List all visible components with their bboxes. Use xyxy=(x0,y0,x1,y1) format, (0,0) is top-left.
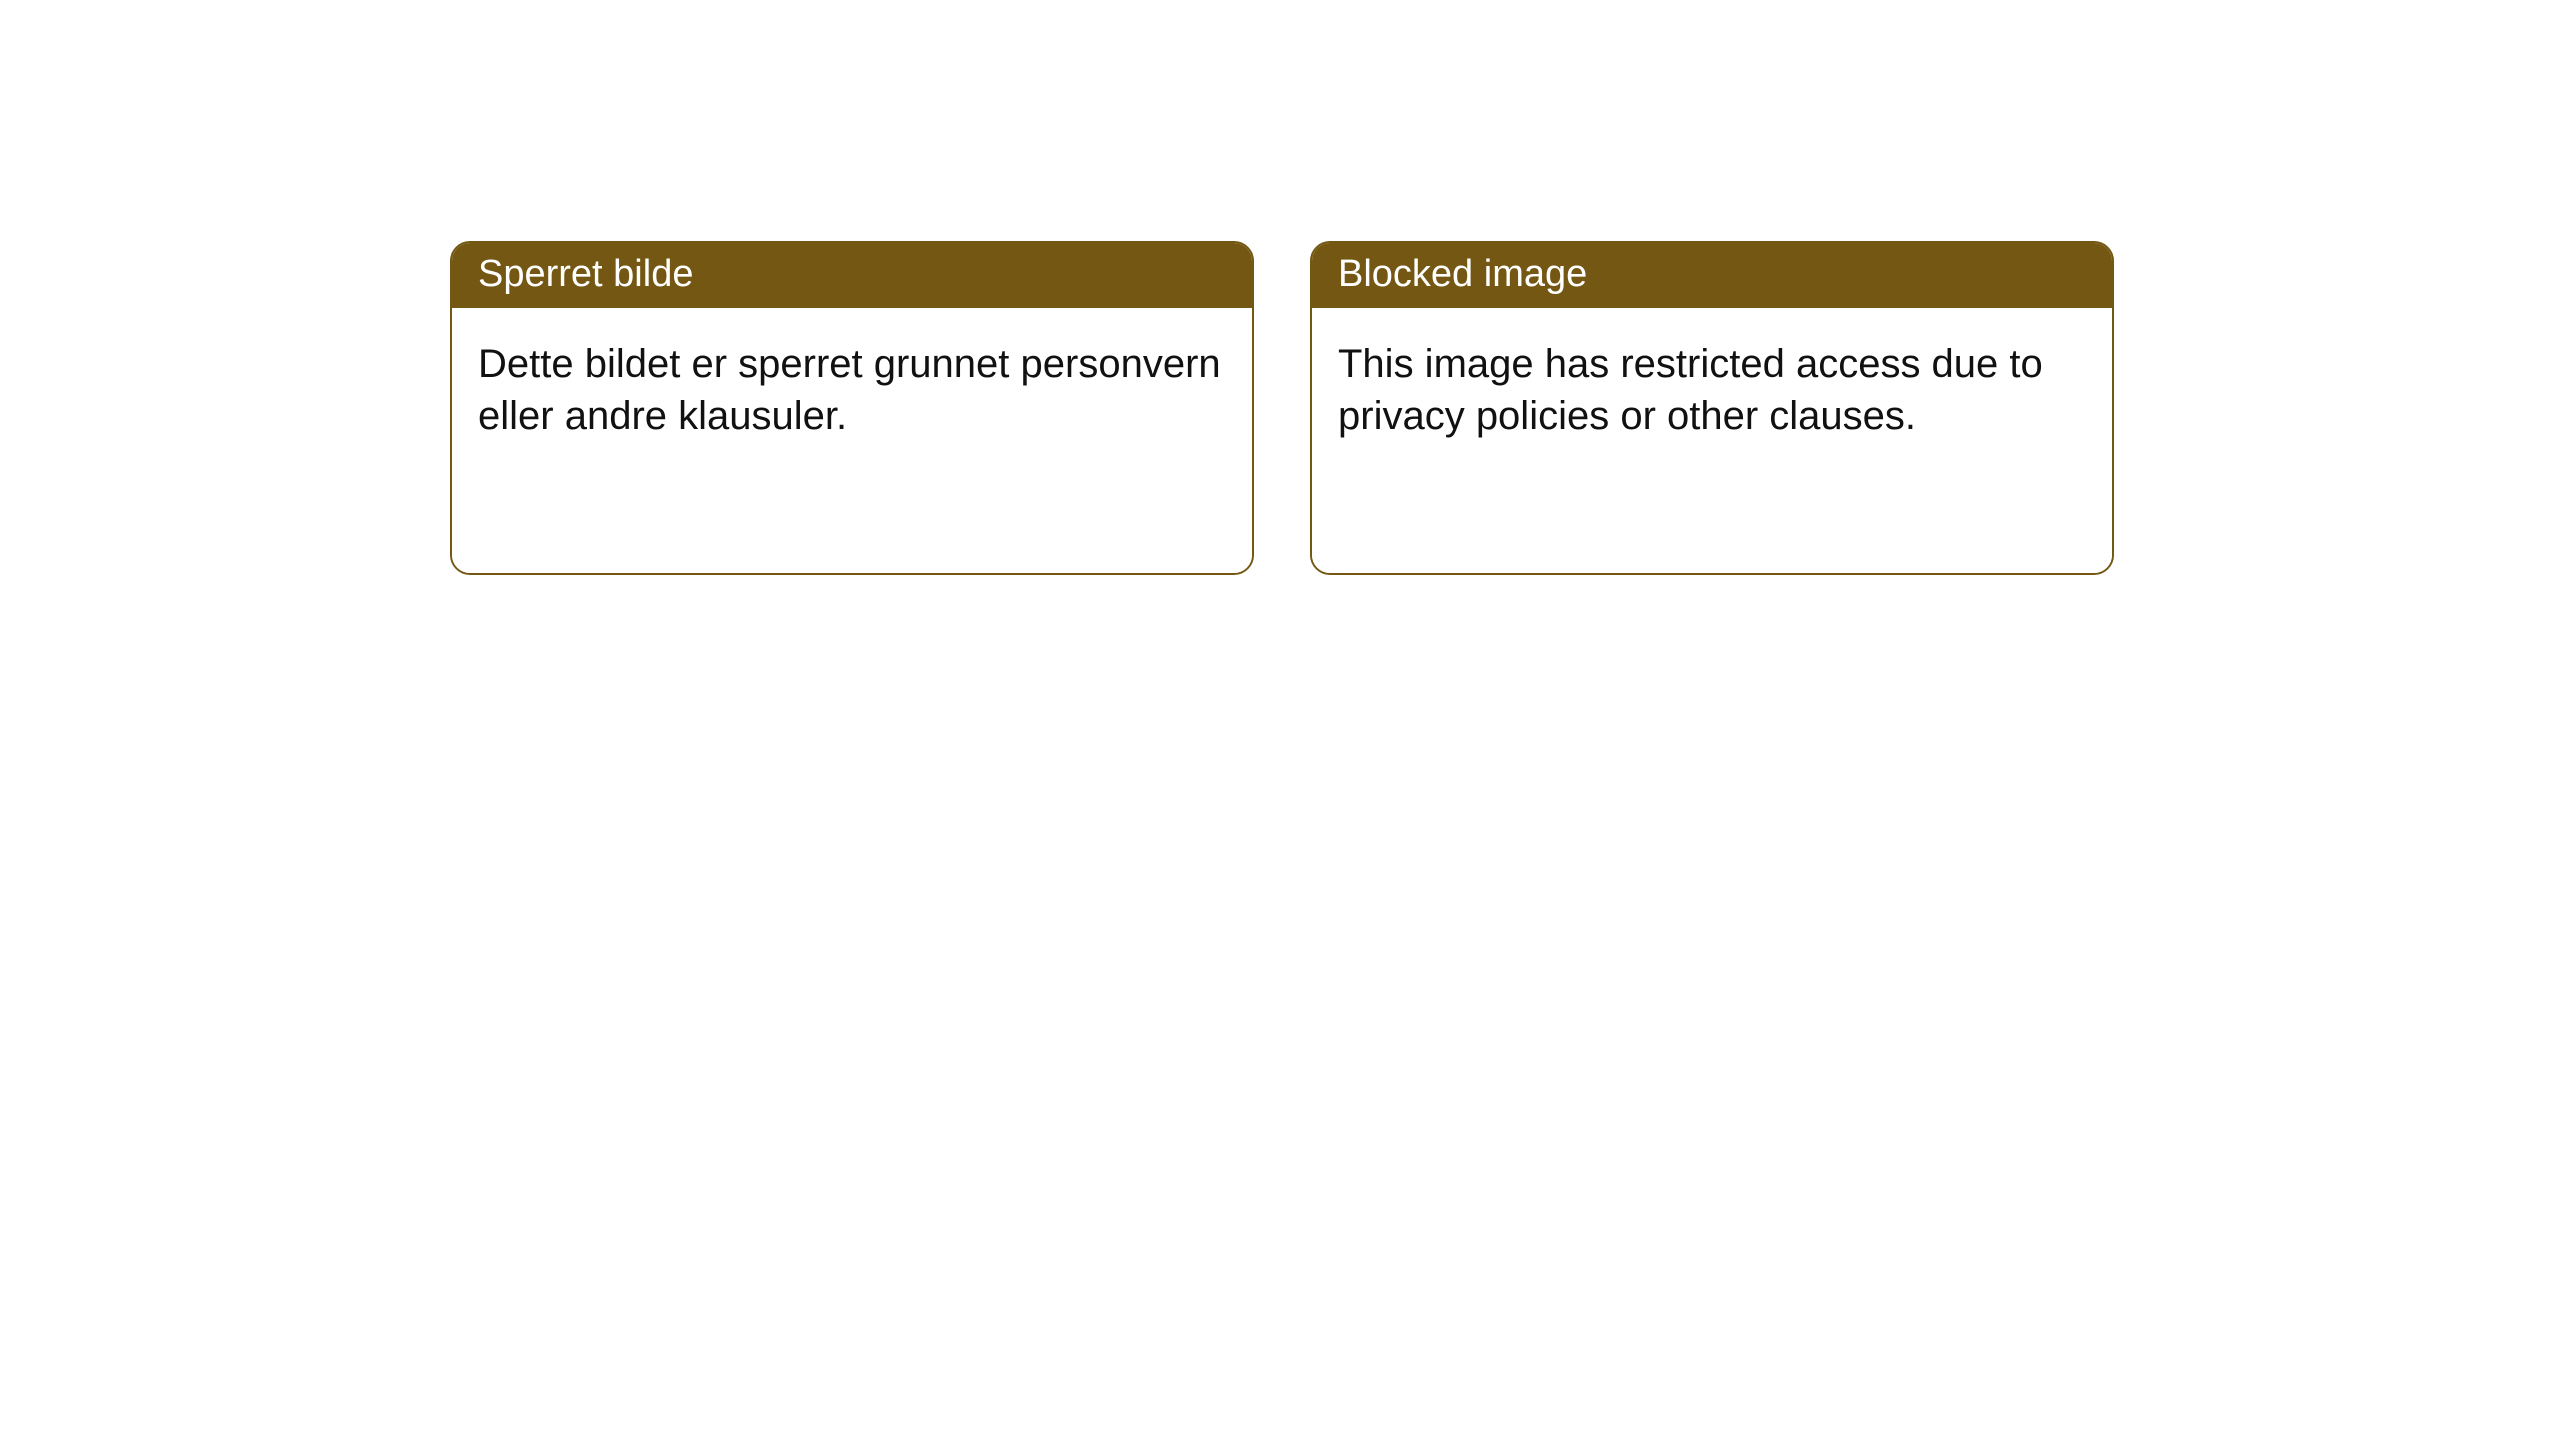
notice-card-body: This image has restricted access due to … xyxy=(1312,308,2112,573)
notice-cards-row: Sperret bilde Dette bildet er sperret gr… xyxy=(450,241,2560,575)
notice-card-en: Blocked image This image has restricted … xyxy=(1310,241,2114,575)
notice-card-body: Dette bildet er sperret grunnet personve… xyxy=(452,308,1252,573)
notice-card-header: Blocked image xyxy=(1312,243,2112,308)
notice-card-header: Sperret bilde xyxy=(452,243,1252,308)
notice-card-no: Sperret bilde Dette bildet er sperret gr… xyxy=(450,241,1254,575)
